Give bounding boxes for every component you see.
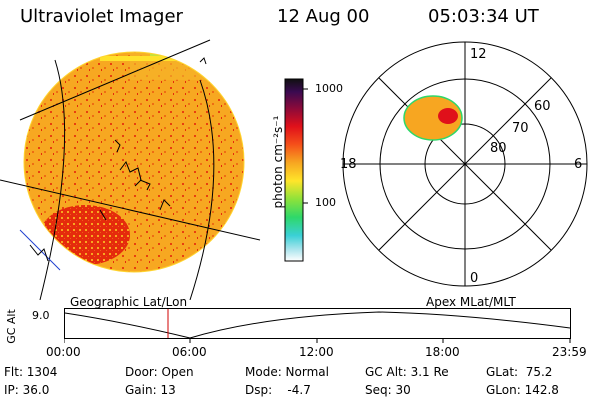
door-status: Door: Open (125, 365, 194, 379)
glon-value: GLon: 142.8 (486, 383, 559, 397)
colorbar-tick-100: 100 (315, 196, 336, 209)
time-tick-1800: 18:00 (425, 345, 460, 359)
lat-label-60: 60 (534, 99, 551, 114)
mlt-label-0: 0 (470, 271, 478, 286)
colorbar-unit-label: photon cm⁻²s⁻¹ (271, 115, 285, 209)
timeline-plot (64, 308, 571, 343)
instrument-title: Ultraviolet Imager (20, 6, 183, 27)
time-tick-2359: 23:59 (552, 345, 587, 359)
glat-value: GLat: 75.2 (486, 365, 553, 379)
polar-plot: 12 18 6 0 60 70 80 (340, 41, 588, 287)
mlt-label-6: 6 (574, 157, 582, 172)
colorbar (284, 78, 308, 262)
timeline-axis-title: GC Alt (4, 309, 18, 344)
auroral-image (0, 39, 261, 300)
time-tick-1200: 12:00 (299, 345, 334, 359)
mlt-label-12: 12 (470, 47, 487, 62)
timeline-left-label: Geographic Lat/Lon (70, 295, 188, 309)
lat-label-70: 70 (512, 121, 529, 136)
dsp-value: Dsp: -4.7 (245, 383, 311, 397)
time-tick-0000: 00:00 (46, 345, 81, 359)
timeline-y-value: 9.0 (32, 309, 50, 322)
date-label: 12 Aug 00 (277, 6, 370, 27)
gc-alt-value: GC Alt: 3.1 Re (365, 365, 449, 379)
time-label: 05:03:34 UT (428, 6, 539, 27)
mode-value: Mode: Normal (245, 365, 329, 379)
gain-value: Gain: 13 (125, 383, 176, 397)
ip-value: IP: 36.0 (4, 383, 50, 397)
colorbar-tick-1000: 1000 (315, 82, 343, 95)
timeline-right-label: Apex MLat/MLT (426, 295, 516, 309)
time-tick-0600: 06:00 (172, 345, 207, 359)
lat-label-80: 80 (490, 141, 507, 156)
mlt-label-18: 18 (340, 157, 357, 172)
seq-value: Seq: 30 (365, 383, 411, 397)
flight-number: Flt: 1304 (4, 365, 58, 379)
